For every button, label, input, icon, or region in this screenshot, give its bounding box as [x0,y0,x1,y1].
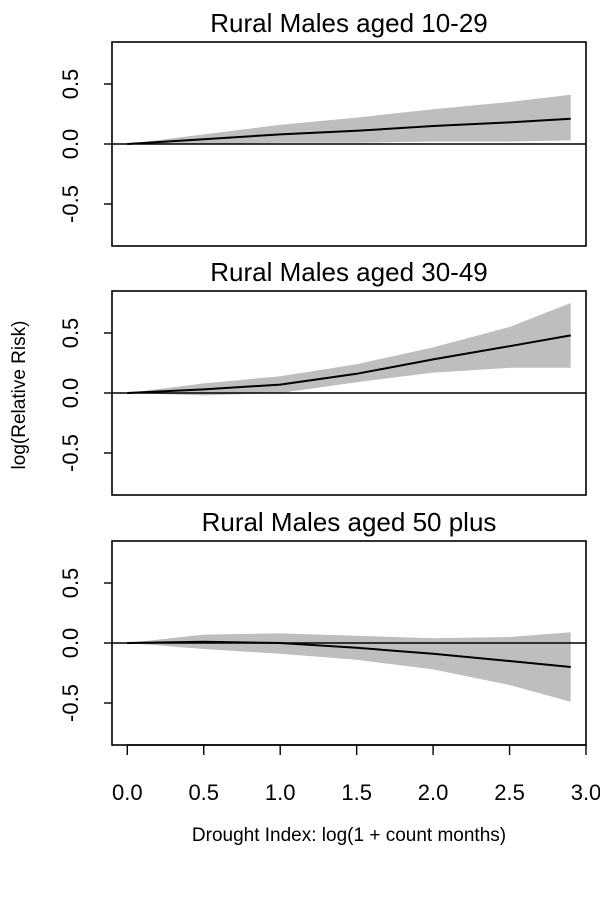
x-tick-label: 1.0 [265,780,296,805]
x-tick-label: 1.5 [341,780,372,805]
y-tick-label: 0.5 [58,69,83,100]
confidence-band [127,94,571,144]
panel-title: Rural Males aged 30-49 [210,257,488,287]
panel-2: -0.5 0.0 0.5 Rural Males aged 30-49 [58,257,587,496]
x-tick-label: 0.5 [188,780,219,805]
y-tick-label: -0.5 [58,434,83,472]
panel-1: -0.5 0.0 0.5 Rural Males aged 10-29 [58,8,587,247]
x-axis: 0.0 0.5 1.0 1.5 2.0 2.5 3.0 [112,744,600,805]
confidence-band [127,632,571,702]
y-tick-label: 0.0 [58,129,83,160]
x-tick-label: 0.0 [112,780,143,805]
y-tick-label: 0.0 [58,628,83,659]
chart-panels: -0.5 0.0 0.5 Rural Males aged 10-29 -0.5 0.0 0… [58,8,587,746]
x-axis-label: Drought Index: log(1 + count months) [192,825,506,846]
fitted-line [127,117,571,145]
fitted-line [127,334,571,394]
y-tick-label: -0.5 [58,185,83,223]
x-tick-label: 3.0 [571,780,600,805]
x-tick-label: 2.0 [418,780,449,805]
y-tick-label: 0.5 [58,568,83,599]
y-axis-label: log(Relative Risk) [9,321,30,470]
y-tick-label: 0.0 [58,378,83,409]
panel-title: Rural Males aged 10-29 [210,8,488,38]
y-tick-label: -0.5 [58,684,83,722]
panel-3: -0.5 0.0 0.5 Rural Males aged 50 plus [58,507,587,746]
fitted-line [127,640,571,668]
confidence-band [127,303,571,396]
y-tick-label: 0.5 [58,318,83,349]
x-tick-label: 2.5 [494,780,525,805]
panel-title: Rural Males aged 50 plus [202,507,497,537]
